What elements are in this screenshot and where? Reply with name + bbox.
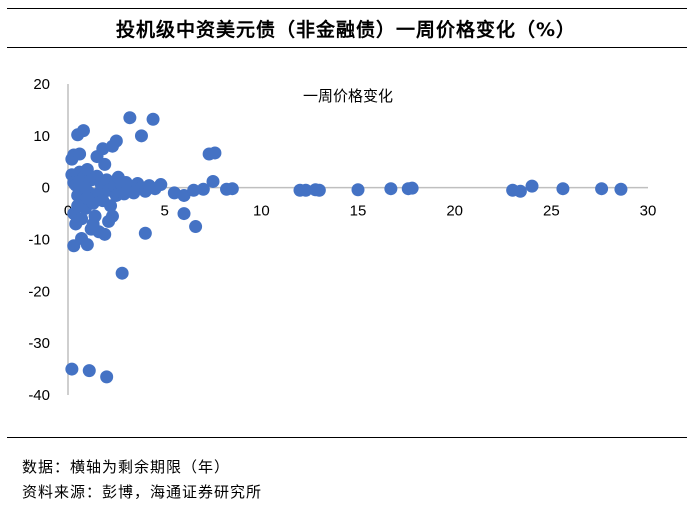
- data-point: [189, 220, 203, 234]
- scatter-chart: 一周价格变化 20 10 0 -10 -20 -30 -40 0 5 10 15 20 25 30: [28, 76, 657, 404]
- data-point: [208, 146, 222, 160]
- data-point: [556, 182, 570, 196]
- y-tick-label: -40: [28, 387, 50, 404]
- data-point: [595, 182, 609, 196]
- figure-title: 投机级中资美元债（非金融债）一周价格变化（%）: [115, 19, 577, 41]
- y-tick-label: -30: [28, 335, 50, 352]
- data-point: [82, 364, 96, 378]
- data-point: [177, 207, 191, 221]
- source-note: 资料来源：彭博，海通证券研究所: [22, 483, 263, 501]
- x-tick-label: 20: [446, 203, 463, 220]
- data-point: [65, 362, 79, 376]
- data-point: [154, 178, 168, 192]
- data-point: [76, 124, 90, 138]
- data-point: [102, 214, 116, 228]
- data-point: [80, 163, 94, 177]
- x-tick-label: 15: [350, 203, 367, 220]
- data-point: [525, 179, 539, 193]
- data-point: [177, 188, 191, 202]
- title-rule: [7, 47, 687, 48]
- data-point: [384, 182, 398, 196]
- y-tick-label: 10: [33, 128, 50, 145]
- data-point: [71, 199, 85, 213]
- data-point: [73, 147, 87, 161]
- data-point: [115, 266, 129, 280]
- chart-title: 一周价格变化: [303, 87, 393, 105]
- data-point: [299, 183, 313, 197]
- y-tick-label: 20: [33, 76, 50, 93]
- data-point: [513, 184, 527, 198]
- data-point: [80, 238, 94, 252]
- data-point: [225, 182, 239, 196]
- y-tick-label: 0: [42, 180, 50, 197]
- data-point: [104, 199, 118, 213]
- data-point: [187, 183, 201, 197]
- data-points: [65, 111, 628, 384]
- data-point: [98, 227, 112, 241]
- data-point: [146, 112, 160, 126]
- data-point: [405, 181, 419, 195]
- data-point: [80, 191, 94, 205]
- data-point: [109, 134, 123, 148]
- x-tick-label: 10: [253, 203, 270, 220]
- bottom-rule: [7, 437, 687, 438]
- data-point: [196, 182, 210, 196]
- x-tick-label: 5: [160, 203, 168, 220]
- data-note: 数据：横轴为剩余期限（年）: [22, 458, 231, 476]
- top-rule: [7, 8, 687, 9]
- data-point: [312, 183, 326, 197]
- y-tick-label: -20: [28, 283, 50, 300]
- data-point: [206, 174, 220, 188]
- y-tick-label: -10: [28, 232, 50, 249]
- data-point: [614, 182, 628, 196]
- data-point: [123, 111, 137, 125]
- y-tick-labels: 20 10 0 -10 -20 -30 -40: [28, 76, 50, 404]
- data-point: [351, 183, 365, 197]
- data-point: [138, 226, 152, 240]
- data-point: [78, 181, 92, 195]
- data-point: [75, 212, 89, 226]
- x-tick-label: 30: [640, 203, 657, 220]
- axes: [67, 84, 648, 395]
- x-tick-label: 25: [543, 203, 560, 220]
- data-point: [134, 129, 148, 143]
- data-point: [100, 370, 114, 384]
